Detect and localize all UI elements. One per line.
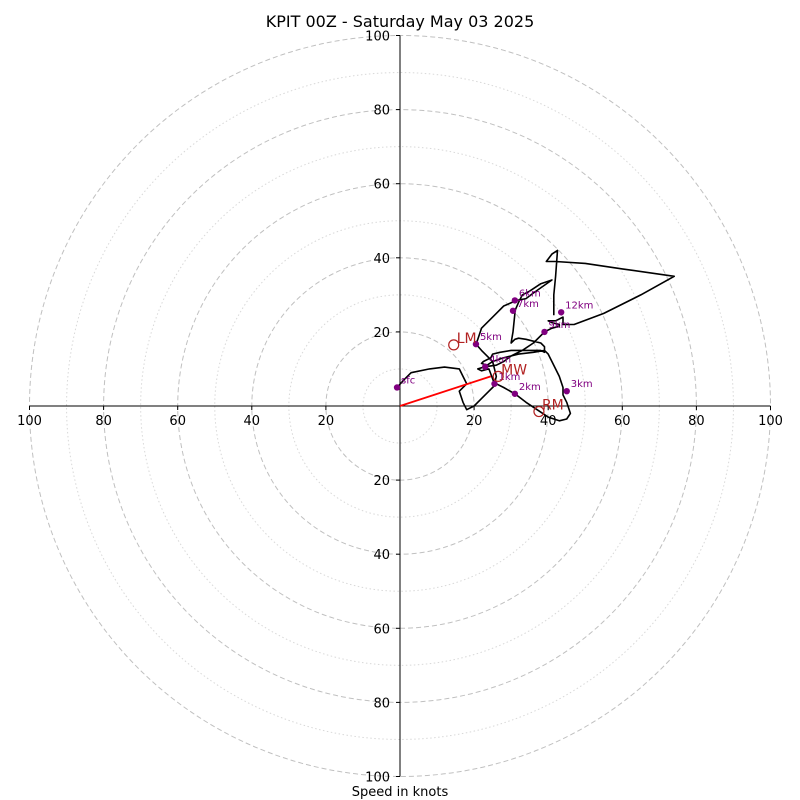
y-tick-label: 40: [373, 252, 390, 267]
y-tick-label: 60: [373, 622, 390, 637]
height-label-9km: 9km: [548, 320, 570, 331]
height-point-4km: [482, 363, 489, 370]
y-tick-label: 20: [373, 326, 390, 341]
height-label-12km: 12km: [565, 300, 593, 311]
x-tick-label: 100: [17, 414, 42, 429]
y-tick-label: 80: [373, 104, 390, 119]
height-point-3km: [563, 387, 570, 395]
x-tick-label: 100: [758, 414, 783, 429]
height-label-1km: 1km: [498, 372, 520, 383]
y-tick-label: 40: [373, 548, 390, 563]
height-point-9km: [541, 328, 548, 336]
hodograph-trace: [396, 249, 676, 422]
x-axis-label: Speed in knots: [352, 785, 449, 800]
y-tick-label: 100: [365, 771, 390, 786]
motion-label-rm: RM: [542, 398, 564, 414]
height-label-5km: 5km: [480, 332, 502, 343]
storm-vector-line: [399, 375, 492, 407]
x-tick-label: 60: [614, 414, 631, 429]
height-label-sfc: sfc: [401, 375, 415, 386]
motion-marker-lm: [448, 339, 460, 351]
motion-label-lm: LM: [457, 331, 477, 347]
y-tick-label: 60: [373, 178, 390, 193]
motion-marker-mw: [492, 370, 504, 382]
height-label-3km: 3km: [571, 379, 593, 390]
motion-label-mw: MW: [501, 362, 527, 378]
hodograph-line: [396, 249, 676, 422]
x-tick-label: 20: [466, 414, 483, 429]
height-point-7km: [509, 307, 517, 314]
height-point-12km: [557, 309, 565, 316]
height-point-6km: [511, 297, 519, 304]
storm-motion-markers: LM MW RM: [448, 331, 564, 418]
y-tick-label: 100: [365, 30, 390, 45]
height-label-7km: 7km: [517, 299, 539, 310]
height-label-4km: 4km: [489, 355, 511, 366]
height-point-sfc: [393, 384, 401, 391]
x-tick-label: 80: [688, 414, 705, 429]
motion-marker-rm: [533, 405, 545, 418]
y-tick-label: 20: [373, 474, 390, 489]
y-tick-label: 80: [373, 696, 390, 711]
x-tick-label: 60: [169, 414, 186, 429]
chart-title: KPIT 00Z - Saturday May 03 2025: [266, 12, 535, 31]
height-point-1km: [491, 380, 498, 387]
height-point-2km: [511, 390, 519, 397]
tick-labels: 100 80 60 40 20 20 40 60 80 100100806040202040608…: [17, 30, 783, 786]
storm-vector: [399, 375, 492, 407]
x-tick-label: 40: [244, 414, 261, 429]
height-label-6km: 6km: [519, 288, 541, 299]
x-tick-label: 20: [318, 414, 335, 429]
height-label-2km: 2km: [519, 382, 541, 393]
x-tick-label: 80: [95, 414, 112, 429]
height-point-5km: [472, 340, 480, 348]
